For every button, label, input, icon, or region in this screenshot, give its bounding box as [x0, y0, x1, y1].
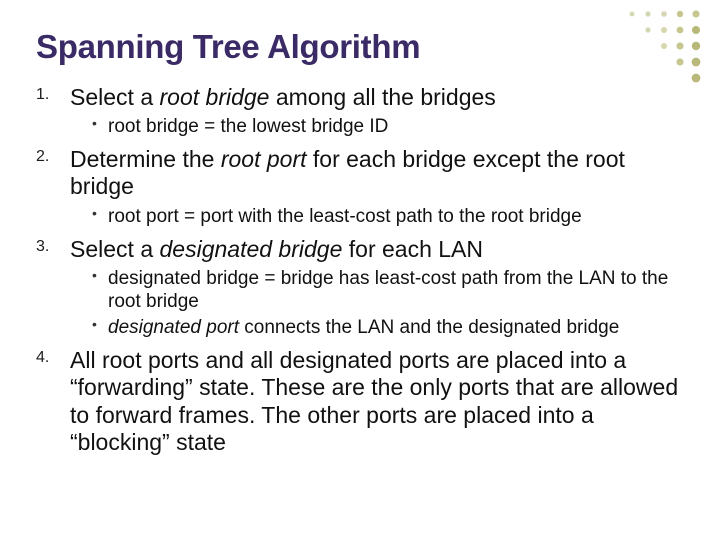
item-text-em: root bridge — [160, 84, 270, 110]
item-text-post: among all the bridges — [269, 84, 495, 110]
sub-text: designated bridge = bridge has least-cos… — [108, 268, 668, 312]
slide: Spanning Tree Algorithm Select a root br… — [0, 0, 720, 540]
sub-text: root bridge = the lowest bridge ID — [108, 116, 388, 137]
sub-text-em: designated port — [108, 317, 239, 338]
sub-list: root port = port with the least-cost pat… — [70, 205, 684, 228]
item-text-pre: All root ports and all designated ports … — [70, 347, 678, 454]
list-item: All root ports and all designated ports … — [36, 347, 684, 456]
sub-list: root bridge = the lowest bridge ID — [70, 115, 684, 138]
list-item: Determine the root port for each bridge … — [36, 146, 684, 227]
slide-title: Spanning Tree Algorithm — [36, 28, 684, 66]
item-body: Select a designated bridge for each LAN — [70, 236, 684, 263]
main-list: Select a root bridge among all the bridg… — [36, 84, 684, 456]
item-body: Select a root bridge among all the bridg… — [70, 84, 684, 111]
sub-item: root port = port with the least-cost pat… — [70, 205, 684, 228]
sub-text-post: connects the LAN and the designated brid… — [239, 317, 619, 338]
item-body: Determine the root port for each bridge … — [70, 146, 684, 200]
item-body: All root ports and all designated ports … — [70, 347, 684, 456]
sub-list: designated bridge = bridge has least-cos… — [70, 267, 684, 340]
sub-item: designated bridge = bridge has least-cos… — [70, 267, 684, 313]
sub-item: root bridge = the lowest bridge ID — [70, 115, 684, 138]
list-item: Select a root bridge among all the bridg… — [36, 84, 684, 138]
item-text-pre: Select a — [70, 236, 160, 262]
sub-item: designated port connects the LAN and the… — [70, 316, 684, 339]
item-text-pre: Determine the — [70, 146, 221, 172]
item-text-pre: Select a — [70, 84, 160, 110]
item-text-post: for each LAN — [342, 236, 483, 262]
list-item: Select a designated bridge for each LAN … — [36, 236, 684, 340]
sub-text: root port = port with the least-cost pat… — [108, 206, 582, 227]
item-text-em: root port — [221, 146, 307, 172]
item-text-em: designated bridge — [160, 236, 343, 262]
